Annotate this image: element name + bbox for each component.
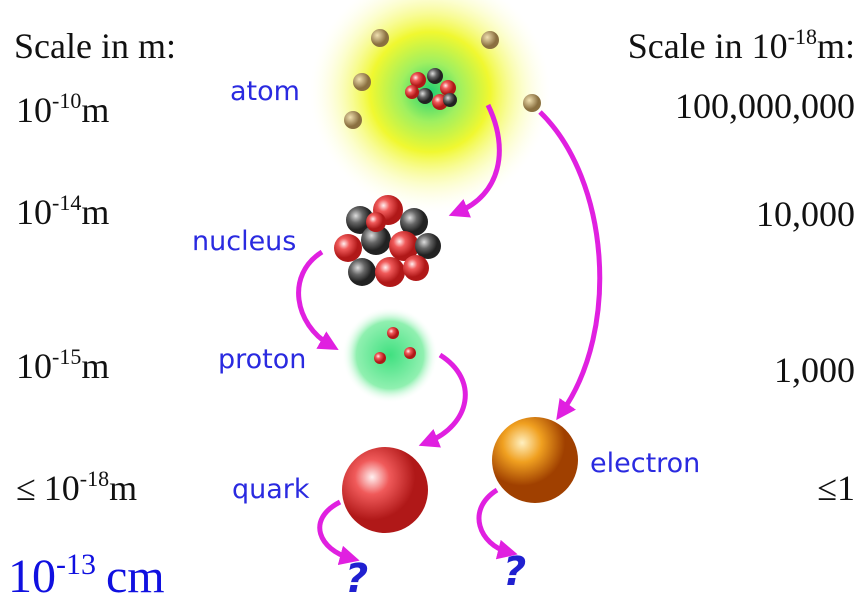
scale-right: 100,000,000 — [675, 86, 855, 126]
proton-graphic — [342, 307, 438, 403]
scale-left: 10-10m — [16, 88, 109, 130]
arrows — [296, 103, 603, 566]
scale-right: 10,000 — [756, 194, 855, 234]
atom-graphic — [310, 0, 550, 212]
right-header: Scale in 10-18m: — [628, 24, 855, 66]
scale-right: 1,000 — [774, 350, 855, 390]
scale-right: ≤1 — [817, 468, 855, 508]
label: atom — [230, 76, 300, 107]
scale-left: 10-14m — [16, 190, 109, 232]
right-scales: 100,000,000 10,000 1,000 ≤1 — [675, 86, 855, 508]
left-scales: 10-10m 10-14m 10-15m ≤10-18m — [16, 88, 137, 508]
question-mark: ? — [345, 556, 368, 601]
question-mark: ? — [503, 549, 526, 595]
nucleus-graphic — [334, 195, 441, 287]
label: electron — [590, 448, 700, 479]
electron-graphic — [492, 417, 578, 503]
footer: 10-13 cm — [8, 548, 165, 601]
scale-left: ≤10-18m — [16, 466, 137, 508]
left-header: Scale in m: — [14, 26, 176, 66]
label: proton — [218, 344, 306, 375]
quark-graphic — [342, 447, 428, 533]
scale-left: 10-15m — [16, 344, 109, 386]
label: quark — [232, 474, 310, 505]
label: nucleus — [192, 226, 296, 257]
